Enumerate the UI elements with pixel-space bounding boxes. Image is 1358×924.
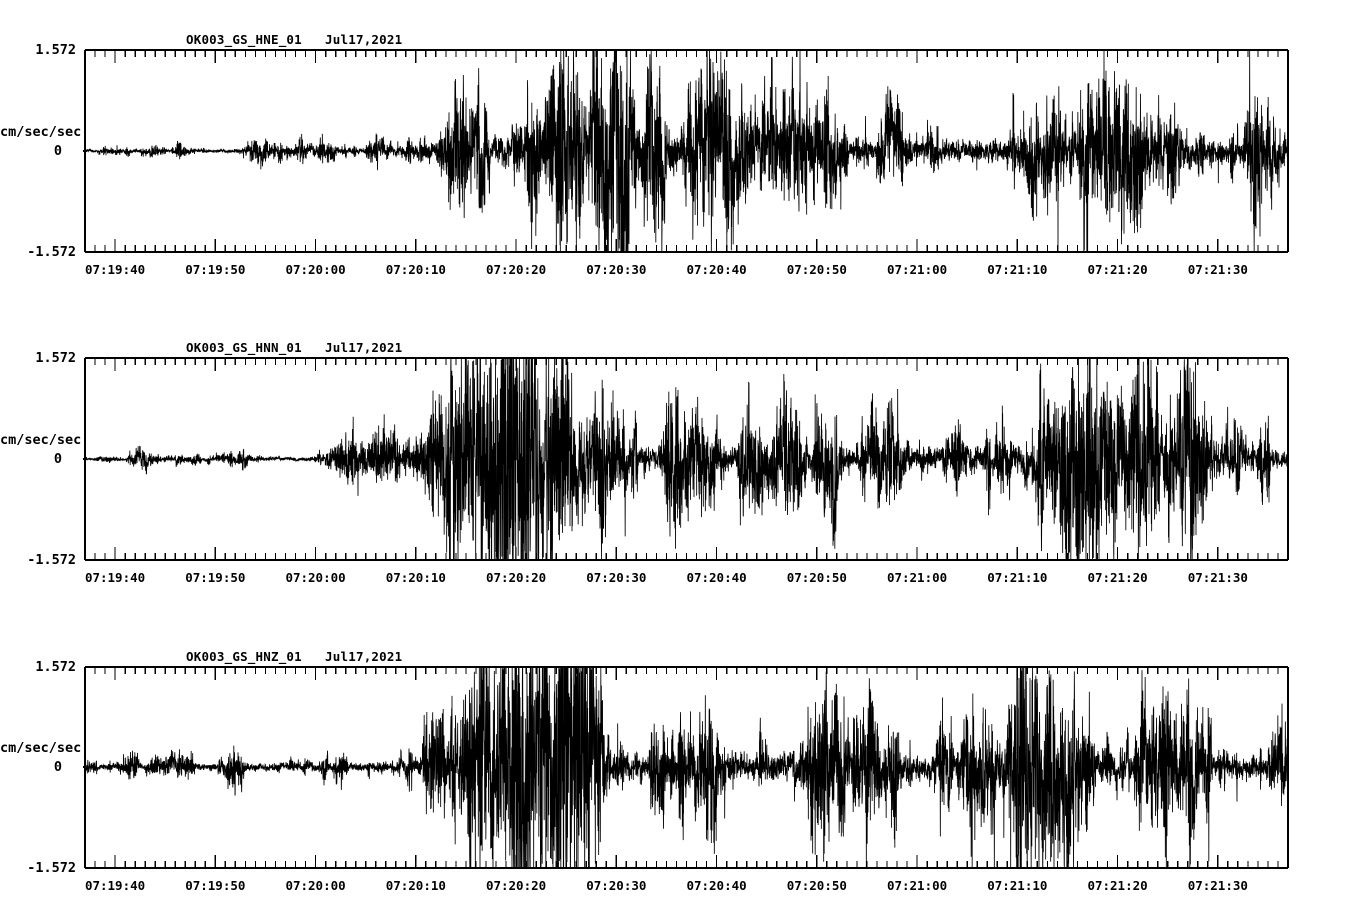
y-axis-zero-label: 0 — [53, 143, 62, 159]
x-axis-tick-label: 07:21:20 — [1087, 262, 1148, 277]
y-axis-zero-label: 0 — [53, 759, 62, 775]
x-axis-tick-label: 07:21:00 — [886, 262, 948, 277]
y-axis-max-label: 1.572 — [35, 42, 76, 58]
x-axis-tick-label: 07:20:30 — [586, 878, 647, 893]
x-axis-tick-label: 07:20:40 — [686, 570, 747, 585]
x-axis-tick-label: 07:21:00 — [886, 570, 948, 585]
x-axis-tick-label: 07:20:30 — [586, 262, 647, 277]
y-axis-min-label: -1.572 — [27, 860, 76, 876]
x-axis-tick-label: 07:20:20 — [485, 878, 547, 893]
plot-area — [83, 357, 1289, 561]
y-axis-min-label: -1.572 — [27, 552, 76, 568]
x-axis-tick-label: 07:20:40 — [686, 262, 747, 277]
x-axis-tick-label: 07:20:00 — [285, 262, 346, 277]
plot-area — [83, 666, 1289, 869]
x-axis-tick-label: 07:20:30 — [586, 570, 647, 585]
panel-title: OK003_GS_HNE_01 Jul17,2021 — [186, 32, 403, 47]
x-axis-tick-label: 07:19:50 — [185, 878, 246, 893]
x-axis-tick-label: 07:20:20 — [485, 262, 547, 277]
y-axis-max-label: 1.572 — [35, 350, 76, 366]
axis-frame — [84, 666, 1289, 869]
axis-frame — [84, 357, 1289, 561]
panel-title: OK003_GS_HNZ_01 Jul17,2021 — [186, 649, 403, 664]
y-axis-min-label: -1.572 — [27, 244, 76, 260]
x-axis-tick-label: 07:21:10 — [987, 570, 1048, 585]
x-axis-tick-label: 07:19:40 — [84, 262, 146, 277]
y-axis-max-label: 1.572 — [35, 659, 76, 675]
x-axis-tick-label: 07:19:40 — [84, 878, 146, 893]
x-axis-ticks — [84, 667, 1289, 868]
x-axis-tick-label: 07:20:50 — [786, 878, 847, 893]
x-axis-tick-label: 07:21:00 — [886, 878, 948, 893]
x-axis-tick-label: 07:19:50 — [185, 570, 246, 585]
y-axis-zero-label: 0 — [53, 451, 62, 467]
x-axis-tick-label: 07:20:10 — [385, 262, 446, 277]
x-axis-tick-label: 07:21:20 — [1087, 570, 1148, 585]
x-axis-tick-label: 07:21:30 — [1187, 570, 1248, 585]
x-axis-tick-label: 07:21:10 — [987, 878, 1048, 893]
waveform-trace — [84, 666, 1289, 868]
x-axis-tick-label: 07:19:40 — [84, 570, 146, 585]
x-axis-tick-label: 07:19:50 — [185, 262, 246, 277]
x-axis-tick-label: 07:20:00 — [285, 878, 346, 893]
x-axis-tick-label: 07:20:00 — [285, 570, 346, 585]
waveform-trace — [84, 358, 1289, 560]
y-axis-units-label: cm/sec/sec — [0, 740, 82, 756]
y-axis-units-label: cm/sec/sec — [0, 432, 82, 448]
x-axis-tick-label: 07:20:50 — [786, 262, 847, 277]
x-axis-ticks — [84, 50, 1289, 252]
x-axis-ticks — [84, 358, 1289, 560]
x-axis-tick-label: 07:21:20 — [1087, 878, 1148, 893]
plot-area — [83, 49, 1289, 253]
x-axis-tick-label: 07:21:30 — [1187, 262, 1248, 277]
waveform-trace — [84, 50, 1289, 253]
axis-frame — [84, 49, 1289, 253]
panel-title: OK003_GS_HNN_01 Jul17,2021 — [186, 340, 403, 355]
x-axis-tick-label: 07:20:10 — [385, 878, 446, 893]
x-axis-tick-label: 07:21:10 — [987, 262, 1048, 277]
x-axis-tick-label: 07:20:20 — [485, 570, 547, 585]
y-axis-units-label: cm/sec/sec — [0, 124, 82, 140]
x-axis-tick-label: 07:21:30 — [1187, 878, 1248, 893]
x-axis-tick-label: 07:20:10 — [385, 570, 446, 585]
x-axis-tick-label: 07:20:40 — [686, 878, 747, 893]
x-axis-tick-label: 07:20:50 — [786, 570, 847, 585]
